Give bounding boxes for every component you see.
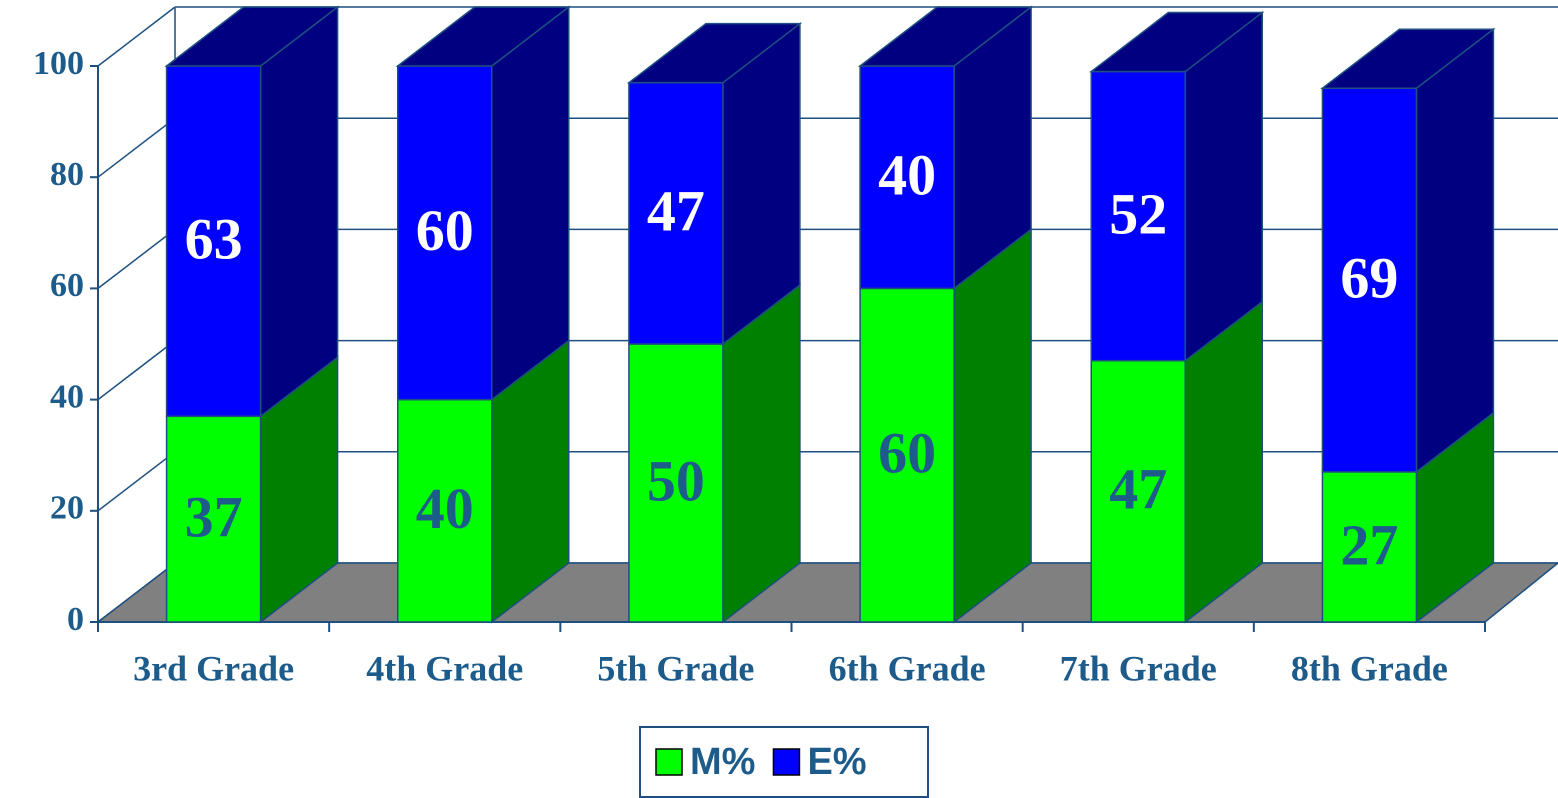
value-label: 52 [1109,181,1167,246]
grid-line-side [97,6,176,67]
y-tick-label: 80 [50,156,84,193]
value-label: 47 [1109,457,1167,522]
value-label: 69 [1340,245,1398,310]
value-label: 40 [416,476,474,541]
bar [859,287,955,623]
y-tick-label: 40 [50,378,84,415]
bar-top [1089,11,1265,73]
bar [1321,471,1418,623]
x-tick-label: 4th Grade [366,648,523,688]
bar [397,398,493,623]
bar [859,65,955,290]
legend-swatch [772,748,801,776]
bar [397,65,493,401]
x-tick-label: 5th Grade [597,648,754,688]
bar [1090,70,1186,362]
value-label: 63 [185,206,243,271]
value-label: 37 [185,484,243,549]
bar [1321,87,1418,473]
legend-label: E% [807,741,866,783]
value-label: 47 [647,179,705,244]
bar-top [1320,28,1496,89]
bar-side [1415,27,1495,474]
value-label: 60 [878,421,936,486]
grid-line-side [97,228,176,289]
bar [628,343,724,623]
x-tick-label: 7th Grade [1060,648,1217,688]
bar-side [953,227,1032,624]
y-tick-label: 100 [33,45,84,82]
value-label: 40 [878,143,936,208]
value-label: 60 [416,198,474,263]
x-tick-label: 3rd Grade [133,648,294,688]
bar-top [626,22,803,84]
bar [628,81,724,345]
x-tick-label: 8th Grade [1291,648,1448,688]
bar-side [491,5,570,402]
bar-side [1184,11,1263,363]
grid-line-side [97,340,176,401]
y-tick-label: 60 [50,267,84,304]
bar-top [164,6,340,67]
bar-top [395,6,571,67]
legend-swatch [655,748,683,776]
bar [165,65,262,418]
legend: M% E% [639,726,929,798]
x-tick-label: 6th Grade [829,648,986,688]
value-label: 50 [647,448,705,513]
y-tick-label: 20 [50,490,84,527]
y-tick-label: 0 [67,601,84,638]
grid-line-side [97,451,176,512]
bar-side [259,5,339,418]
grid-line-side [97,117,176,178]
bar [165,415,262,623]
bar-top [857,6,1034,67]
bar [1090,359,1186,623]
value-label: 27 [1340,512,1398,577]
legend-label: M% [690,741,755,783]
